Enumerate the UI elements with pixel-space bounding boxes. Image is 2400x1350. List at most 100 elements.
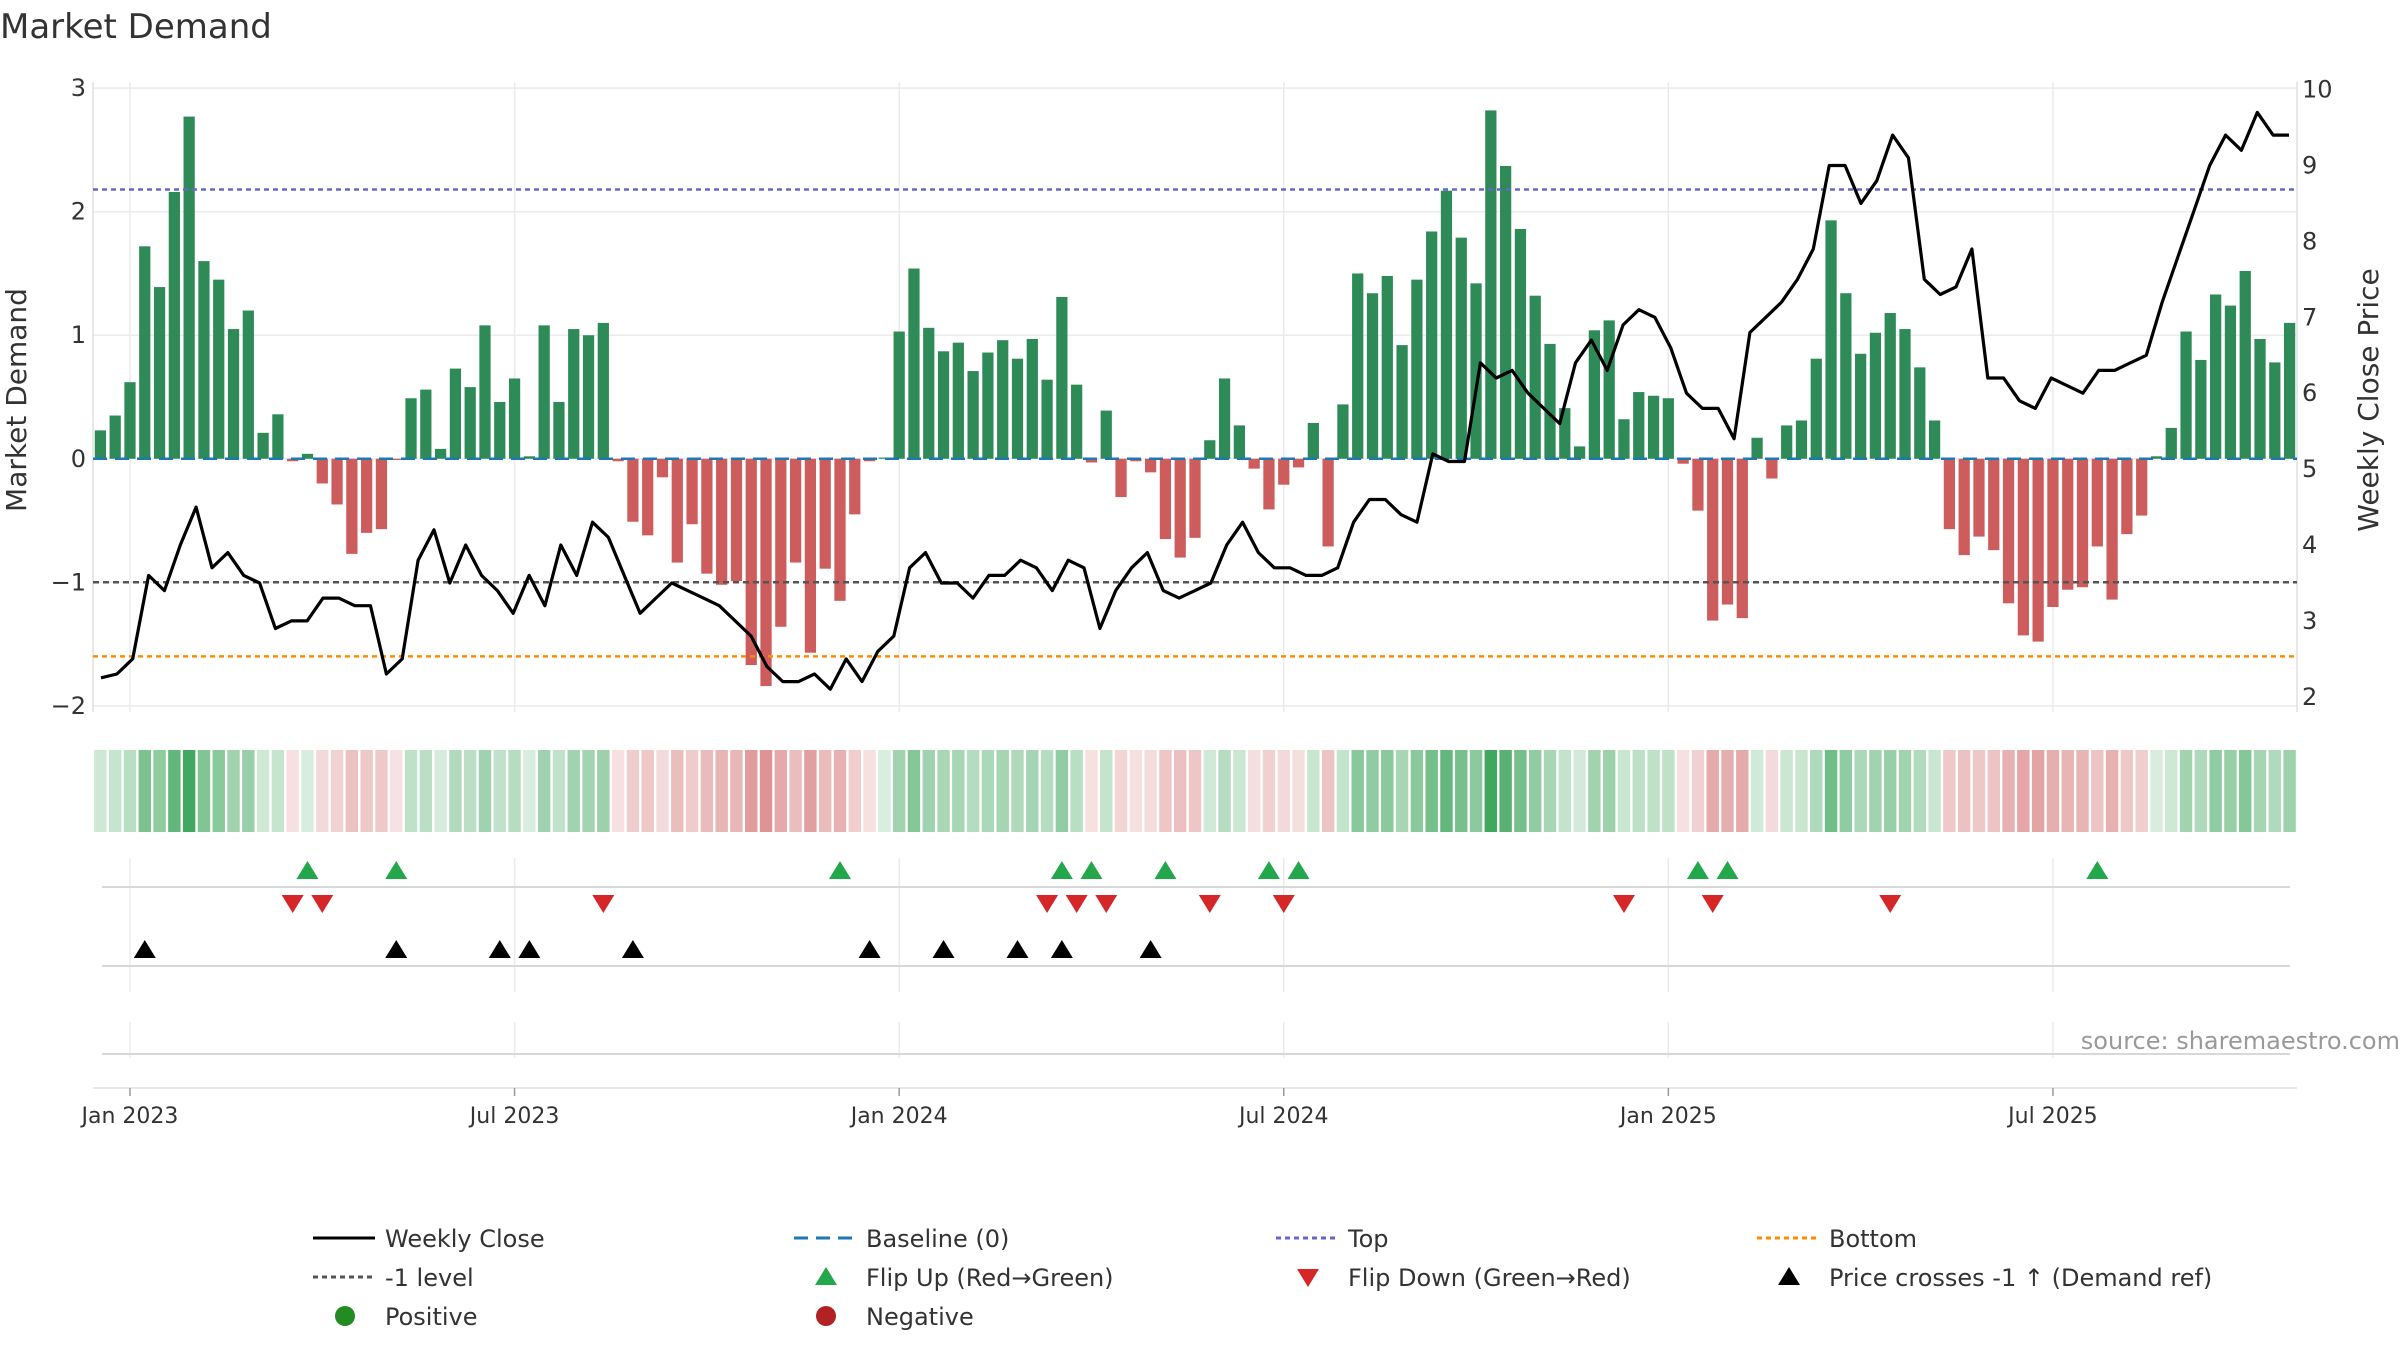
heat-cell — [567, 750, 580, 832]
demand-bar — [390, 458, 402, 460]
legend-swatch-6 — [1297, 1269, 1319, 1287]
grid — [92, 82, 2298, 1058]
demand-bar — [301, 453, 314, 459]
heat-cell — [2268, 750, 2282, 832]
legend-swatch-7 — [1778, 1267, 1800, 1285]
heat-cell — [671, 750, 684, 832]
heat-cell — [1721, 750, 1734, 832]
heat-cell — [434, 750, 447, 832]
demand-bar — [1322, 458, 1334, 547]
legend-item-0: Weekly Close — [313, 1225, 545, 1253]
demand-bar — [2106, 458, 2118, 600]
demand-bar — [2017, 458, 2029, 636]
demand-bar — [1766, 458, 1778, 479]
demand-bar — [1337, 404, 1349, 459]
flip-up-marker — [1686, 861, 1709, 879]
heat-cell — [1233, 750, 1246, 832]
heat-cell — [168, 750, 181, 832]
heat-cell — [1943, 750, 1956, 832]
demand-bar — [1071, 384, 1083, 459]
demand-bar — [1455, 237, 1467, 459]
demand-bar — [139, 246, 151, 459]
heat-cell — [2046, 750, 2060, 832]
heat-cell — [286, 750, 299, 832]
demand-bar — [1159, 458, 1172, 540]
heat-cell — [1588, 750, 1601, 832]
heat-cell — [2135, 750, 2148, 832]
legend-item-1: Baseline (0) — [794, 1225, 1009, 1253]
heat-cell — [1425, 750, 1438, 832]
demand-bar — [1352, 273, 1364, 459]
x-tick-label-4: Jan 2025 — [1618, 1104, 1717, 1129]
demand-bar — [1973, 458, 1985, 537]
price-cross-marker — [385, 940, 408, 958]
demand-bar — [1899, 329, 1911, 459]
heat-cell — [597, 750, 610, 832]
demand-bar — [2165, 427, 2177, 459]
demand-bar — [1514, 229, 1527, 459]
price-cross-marker — [1139, 940, 1162, 958]
demand-bar — [982, 352, 994, 459]
heat-cell — [1292, 750, 1305, 832]
demand-bar — [1233, 425, 1245, 459]
flip-up-marker — [1050, 861, 1073, 879]
heat-cell — [1706, 750, 1719, 832]
demand-bar — [642, 458, 654, 536]
demand-bar — [1485, 110, 1497, 459]
x-tick-label-1: Jul 2023 — [468, 1104, 560, 1129]
legend-label-5: Flip Up (Red→Green) — [866, 1264, 1114, 1292]
demand-bar — [745, 458, 757, 666]
y-tick-right-6: 4 — [2302, 531, 2317, 559]
demand-bar — [1470, 283, 1482, 459]
heat-cell — [271, 750, 285, 832]
demand-bar — [2180, 331, 2192, 459]
demand-bar — [834, 458, 846, 601]
demand-bar — [464, 387, 476, 459]
chart-title: Market Demand — [0, 7, 272, 47]
price-cross-marker — [133, 940, 156, 958]
demand-bar — [997, 340, 1009, 459]
demand-bar — [153, 287, 166, 459]
demand-bar — [1855, 353, 1867, 459]
heat-cell — [804, 750, 817, 832]
heat-cell — [1602, 750, 1616, 832]
demand-bar — [923, 327, 935, 459]
heat-cell — [1469, 750, 1483, 832]
heat-cell — [996, 750, 1009, 832]
y-axis-label-right: Weekly Close Price — [2352, 268, 2385, 531]
flip-up-marker — [1154, 861, 1177, 879]
demand-bar — [2047, 458, 2059, 607]
y-tick-left-2: 1 — [71, 321, 86, 349]
demand-bar — [2269, 362, 2281, 459]
heat-cell — [508, 750, 521, 832]
demand-bar — [1396, 345, 1408, 459]
heat-cell — [2239, 750, 2252, 832]
flip-down-marker — [1879, 895, 1902, 913]
heat-cell — [1085, 750, 1098, 832]
y-ticks-right: 10 9 8 7 6 5 4 3 2 — [2302, 76, 2333, 711]
demand-bar — [760, 458, 772, 687]
heat-cell — [1100, 750, 1113, 832]
legend-label-0: Weekly Close — [385, 1225, 545, 1253]
price-cross-marker — [932, 940, 955, 958]
demand-bar — [701, 458, 713, 574]
heat-cell — [922, 750, 935, 832]
demand-bar — [1869, 332, 1882, 459]
heat-cell — [2002, 750, 2015, 832]
heat-cell — [94, 750, 107, 832]
y-tick-left-4: −1 — [51, 568, 86, 596]
heat-cell — [301, 750, 314, 832]
heat-cell — [375, 750, 388, 832]
demand-bar — [346, 458, 358, 554]
heat-cell — [626, 750, 640, 832]
heat-cell — [863, 750, 876, 832]
flip-up-marker — [1287, 861, 1310, 879]
flip-down-marker — [281, 895, 304, 913]
legend-item-5: Flip Up (Red→Green) — [815, 1264, 1114, 1292]
heat-cell — [745, 750, 758, 832]
heat-cell — [2120, 750, 2134, 832]
demand-bar — [1810, 358, 1822, 459]
heat-cell — [1514, 750, 1527, 832]
heat-cell — [1632, 750, 1645, 832]
